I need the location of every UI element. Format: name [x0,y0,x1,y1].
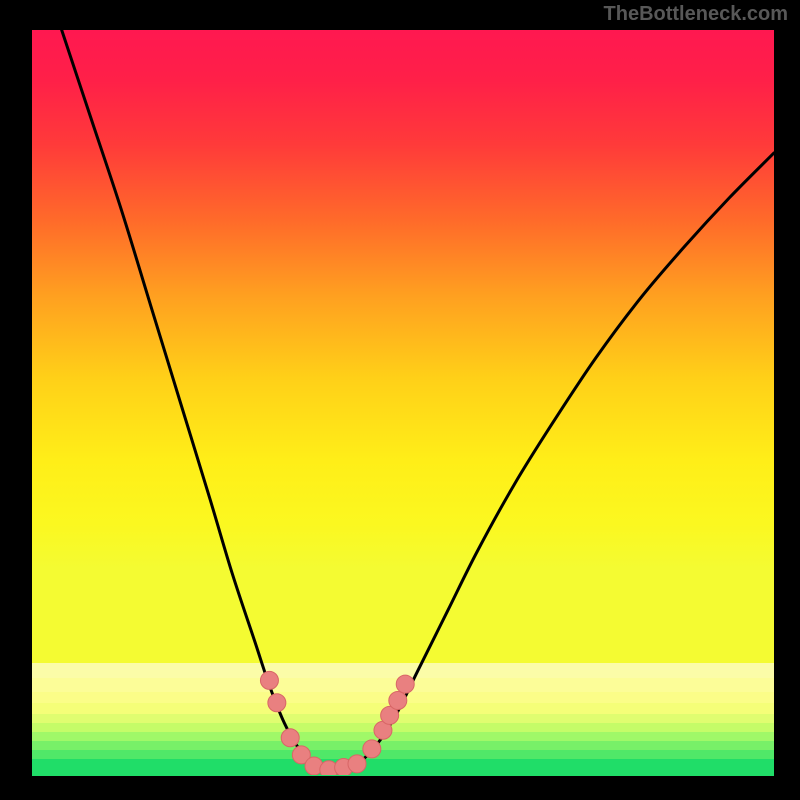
band [32,663,774,679]
band [32,678,774,692]
chart-container: TheBottleneck.com [0,0,800,800]
gradient-background [32,30,774,663]
watermark-text: TheBottleneck.com [604,3,788,26]
band [32,759,774,776]
plot-area [32,30,774,775]
